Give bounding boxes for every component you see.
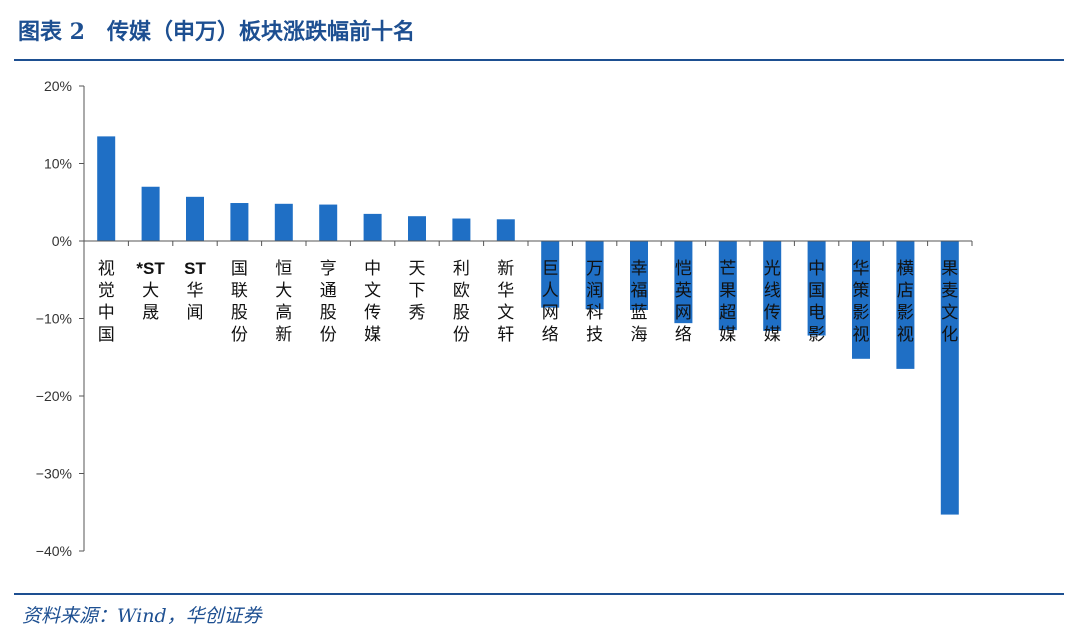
category-label-4: 恒大高新 <box>275 259 292 345</box>
bar-2 <box>186 196 204 241</box>
category-label-3: 国联股份 <box>231 259 248 345</box>
bar-5 <box>319 204 338 241</box>
category-label-14: 芒果超媒 <box>719 259 736 345</box>
category-label-0: 视觉中国 <box>98 259 115 345</box>
category-label-13: 恺英网络 <box>675 259 692 345</box>
bar-17 <box>852 241 870 359</box>
category-label-17: 华策影视 <box>853 259 870 345</box>
y-tick-label-6: −40% <box>36 543 72 559</box>
category-label-18: 横店影视 <box>897 259 914 345</box>
category-label-15: 光线传媒 <box>764 259 781 345</box>
bar-15 <box>763 241 782 331</box>
bar-10 <box>541 241 560 308</box>
y-tick-label-1: 10% <box>44 156 72 172</box>
category-label-12: 幸福蓝海 <box>631 259 648 345</box>
bar-19 <box>940 241 959 515</box>
bar-13 <box>674 241 693 324</box>
category-label-5: 亨通股份 <box>320 259 337 345</box>
bar-9 <box>496 219 515 241</box>
category-label-6: 中文传媒 <box>364 259 381 345</box>
category-label-16: 中国电影 <box>808 259 825 345</box>
y-tick-label-3: −10% <box>36 311 72 327</box>
bar-0 <box>97 136 116 242</box>
category-label-1: *ST 大晟 <box>136 259 165 323</box>
bar-12 <box>630 241 648 310</box>
bar-4 <box>274 203 293 241</box>
top-divider <box>14 59 1064 61</box>
category-label-10: 巨人网络 <box>542 259 559 345</box>
y-tick-label-0: 20% <box>44 78 72 94</box>
bar-3 <box>230 203 249 241</box>
bar-14 <box>718 241 737 331</box>
category-label-19: 果麦文化 <box>941 259 958 345</box>
category-label-2: ST 华闻 <box>184 259 206 323</box>
y-tick-label-4: −20% <box>36 388 72 404</box>
x-axis <box>83 240 973 246</box>
category-label-9: 新华文轩 <box>497 259 514 345</box>
bar-chart: 20% 10% 0% −10% −20% −30% −40% 视觉中国 *ST 大晟 ST 华闻 国联… <box>36 78 973 559</box>
y-tick-label-5: −30% <box>36 466 72 482</box>
bar-18 <box>896 241 915 369</box>
category-label-11: 万润科技 <box>586 259 603 345</box>
y-tick-label-2: 0% <box>52 233 72 249</box>
category-labels: 视觉中国 *ST 大晟 ST 华闻 国联股份 恒大高新 亨通股份 中文传媒 天下秀 利欧股份 新华文轩… <box>98 259 959 345</box>
bars-group <box>97 136 959 515</box>
bar-11 <box>585 241 604 310</box>
figure-title: 图表 2 传媒（申万）板块涨跌幅前十名 <box>18 19 415 45</box>
bar-6 <box>363 213 382 242</box>
y-axis: 20% 10% 0% −10% −20% −30% −40% <box>36 78 85 559</box>
category-label-7: 天下秀 <box>409 259 426 323</box>
source-note: 资料来源：Wind，华创证券 <box>22 605 262 627</box>
bar-16 <box>807 241 826 336</box>
bottom-divider <box>14 593 1064 595</box>
bar-7 <box>408 216 426 241</box>
category-label-8: 利欧股份 <box>453 259 470 345</box>
bar-8 <box>452 218 471 241</box>
bar-1 <box>141 186 160 241</box>
